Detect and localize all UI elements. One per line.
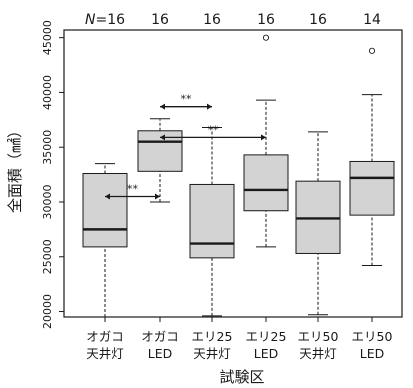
outlier-point <box>262 34 270 41</box>
x-tick-label: 天井灯 <box>86 346 124 361</box>
significance-label: ** <box>208 123 220 136</box>
box <box>243 154 289 212</box>
outlier-point <box>368 47 376 54</box>
x-tick-label: オガコ <box>86 329 124 344</box>
y-tick-label: 40000 <box>41 75 54 110</box>
y-tick-label: 20000 <box>41 294 54 329</box>
box <box>189 183 235 259</box>
x-tick-label: オガコ <box>141 329 179 344</box>
x-tick-label: エリ50 <box>298 329 339 344</box>
significance-arrowhead <box>155 193 160 200</box>
y-axis-label: 全面積（㎟） <box>6 123 24 213</box>
x-tick-label: LED <box>148 346 173 361</box>
n-label: 16 <box>309 12 327 28</box>
x-tick-label: エリ50 <box>352 329 393 344</box>
x-tick-label: エリ25 <box>192 329 233 344</box>
significance-label: ** <box>127 183 139 196</box>
x-tick-label: 天井灯 <box>193 346 231 361</box>
x-tick-label: 天井灯 <box>299 346 337 361</box>
x-tick-label: エリ25 <box>246 329 287 344</box>
significance-arrowhead <box>261 134 266 141</box>
box <box>349 160 395 216</box>
y-tick-label: 30000 <box>41 184 54 219</box>
n-label: 16 <box>151 12 169 28</box>
plot-frame <box>63 29 403 318</box>
n-label: N=16 <box>85 12 125 28</box>
significance-arrowhead <box>105 193 110 200</box>
y-tick-label: 25000 <box>41 239 54 274</box>
box <box>82 173 128 248</box>
significance-arrowhead <box>207 103 212 110</box>
x-tick-label: LED <box>360 346 385 361</box>
x-axis-label: 試験区 <box>219 368 264 386</box>
n-label: 14 <box>363 12 381 28</box>
n-label: 16 <box>203 12 221 28</box>
y-tick-label: 45000 <box>41 20 54 55</box>
significance-arrowhead <box>160 134 165 141</box>
significance-arrowhead <box>160 103 165 110</box>
n-label: 16 <box>257 12 275 28</box>
y-tick-label: 35000 <box>41 130 54 165</box>
x-tick-label: LED <box>254 346 279 361</box>
significance-label: ** <box>181 93 193 106</box>
